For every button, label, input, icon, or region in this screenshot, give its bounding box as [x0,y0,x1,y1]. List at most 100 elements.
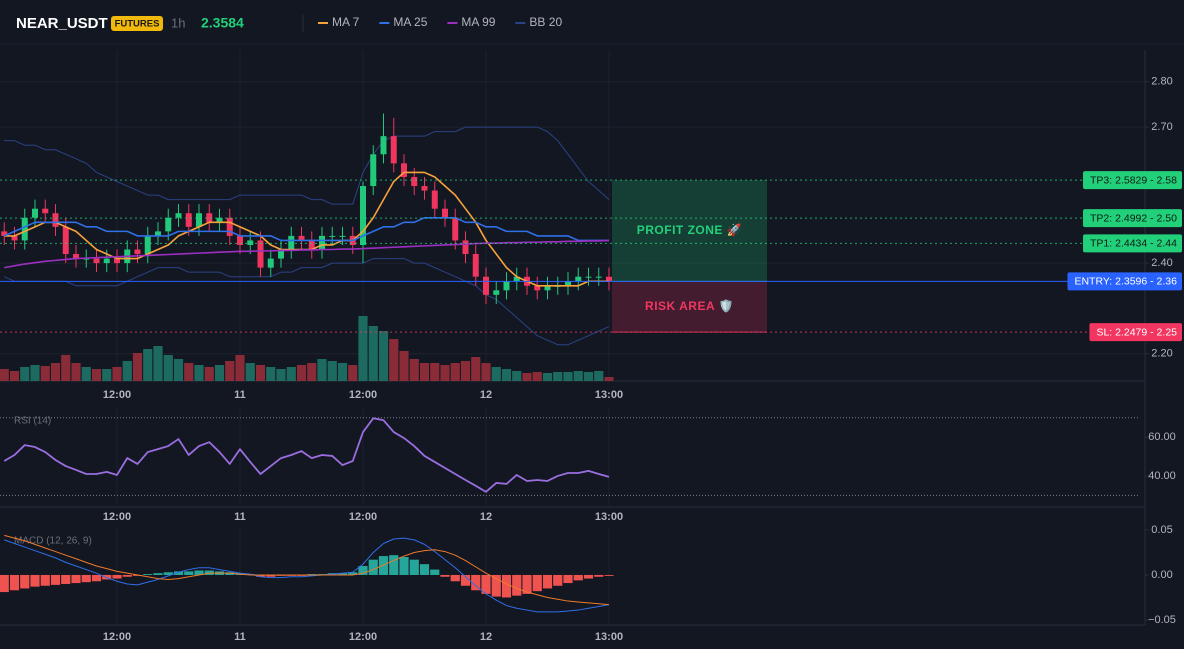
volume-bar [542,373,553,381]
candle-body [421,186,428,191]
macd-histogram [255,574,266,577]
macd-histogram [122,574,132,577]
candle-body [216,217,223,223]
candle-body [360,186,366,245]
macd-histogram [20,574,30,589]
candle-body [411,176,418,187]
candle-body [103,258,110,264]
volume-bar [430,363,440,381]
volume-bar [368,326,378,381]
macd-histogram [163,572,173,575]
volume-bar [440,365,450,381]
candle-body [257,240,264,268]
volume-bar [583,372,594,381]
candle-body [237,235,243,245]
volume-bar [553,372,563,381]
rsi-line [3,417,610,493]
level-label: ENTRY: 2.3596 - 2.36 [1074,276,1177,288]
volume-bar [522,373,532,381]
candle-body [575,276,582,282]
candle-body [483,276,489,295]
macd-histogram [450,574,460,582]
level-label-bg [1067,272,1182,291]
y-tick-label: 60.00 [1148,431,1176,443]
moving-average [4,239,610,269]
volume-bar [389,339,399,381]
macd-histogram [9,574,20,591]
volume-bar [245,363,255,381]
candle-body [226,217,233,236]
volume-bar [153,346,163,381]
x-tick-label: 13:00 [595,389,623,401]
volume-bar [225,361,235,381]
candle-body [472,254,479,277]
macd-histogram [419,564,430,575]
candle-body [401,163,407,177]
candle-body [11,235,18,241]
macd-histogram [81,574,91,583]
volume-bar [409,359,419,381]
legend-label: MA 7 [332,15,360,29]
candle-body [298,235,305,241]
candle-body [73,254,79,259]
pane-title: RSI (14) [14,416,51,427]
macd-histogram [573,574,583,581]
x-tick-label: 12:00 [103,631,131,643]
volume-bar [9,371,20,381]
x-tick-label: 12 [480,389,492,401]
volume-bar [358,316,368,381]
volume-bar [481,363,491,381]
macd-histogram [71,574,81,584]
macd-histogram [594,574,604,577]
legend-label: MA 99 [461,15,495,29]
candle-body [155,231,161,236]
interval: 1h [171,15,185,30]
candle-body [114,258,120,264]
candle-body [267,258,274,268]
macd-histogram [337,573,348,575]
macd-histogram [143,574,153,575]
volume-bar [286,367,296,381]
macd-histogram [348,572,358,575]
macd-histogram [358,565,368,575]
y-tick-label: 2.20 [1151,348,1172,360]
candle-body [62,226,69,255]
macd-histogram [583,574,594,579]
x-tick-label: 12:00 [349,511,377,523]
volume-bar [184,363,194,381]
volume-bar [163,355,173,381]
volume-bar [112,367,122,381]
level-label: TP2: 2.4992 - 2.50 [1090,212,1177,224]
candle-body [339,235,346,237]
volume-bar [91,369,102,381]
volume-bar [296,365,307,381]
volume-bar [71,363,81,381]
y-tick-label: 0.00 [1151,569,1172,581]
macd-histogram [522,574,532,594]
candle-body [370,154,377,187]
candle-body [93,258,100,264]
volume-bar [81,367,91,381]
candle-body [278,249,284,259]
macd-histogram [61,574,71,584]
volume-bar [399,351,409,381]
x-tick-label: 13:00 [595,511,623,523]
macd-histogram [491,574,501,597]
candle-body [544,285,551,291]
macd-histogram [512,574,522,596]
volume-bar [235,355,245,381]
level-label: SL: 2.2479 - 2.25 [1096,326,1177,338]
symbol: NEAR_USDT [16,15,108,32]
badge-bg [111,16,163,31]
candle-body [288,235,295,250]
volume-bar [30,365,40,381]
legend-label: BB 20 [529,15,562,29]
candle-body [32,208,38,218]
volume-bar [471,357,481,381]
zone [612,281,767,333]
volume-bar [0,369,9,381]
volume-bar [61,355,71,381]
legend-label: MA 25 [393,15,427,29]
macd-histogram [184,571,194,575]
